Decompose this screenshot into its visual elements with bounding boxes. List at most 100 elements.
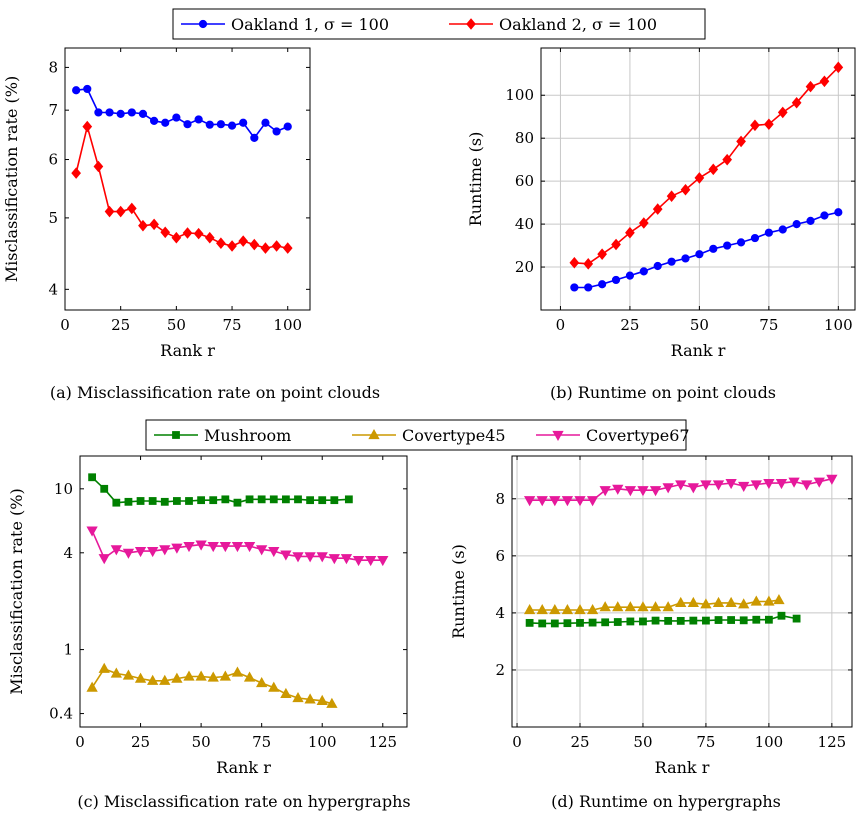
data-point xyxy=(676,616,685,625)
data-point xyxy=(736,238,746,247)
y-tick-label: 4 xyxy=(63,544,73,562)
x-tick-label: 50 xyxy=(633,733,652,751)
data-point xyxy=(138,219,148,232)
data-point xyxy=(792,614,801,623)
data-point xyxy=(239,118,248,127)
data-point xyxy=(612,484,624,495)
data-point xyxy=(100,484,109,493)
data-point xyxy=(819,75,830,88)
x-tick-label: 125 xyxy=(368,733,397,751)
x-tick-label: 0 xyxy=(75,733,85,751)
x-tick-label: 0 xyxy=(556,316,566,334)
y-tick-label: 7 xyxy=(48,101,58,119)
data-point xyxy=(694,172,705,184)
y-tick-label: 5 xyxy=(48,209,58,227)
data-point xyxy=(667,257,676,266)
data-point xyxy=(722,153,733,166)
data-point xyxy=(281,495,290,504)
data-point xyxy=(306,496,315,505)
data-point xyxy=(764,228,773,237)
series-line xyxy=(574,66,839,265)
data-point xyxy=(574,604,586,615)
data-point xyxy=(826,474,838,485)
data-point xyxy=(598,280,607,289)
x-axis-label: Rank r xyxy=(655,758,710,777)
data-point xyxy=(700,598,712,609)
data-point xyxy=(712,480,725,491)
data-point xyxy=(352,556,365,567)
data-point xyxy=(675,480,687,491)
data-point xyxy=(652,203,663,215)
legend-marker xyxy=(368,428,380,440)
x-axis-label: Rank r xyxy=(160,341,215,360)
y-tick-label: 0.4 xyxy=(49,705,73,723)
data-point xyxy=(185,497,193,505)
plot-frame xyxy=(540,47,856,311)
data-point xyxy=(764,615,773,624)
data-point xyxy=(689,616,698,625)
data-point xyxy=(304,552,316,563)
data-point xyxy=(204,231,215,244)
data-point xyxy=(624,601,637,612)
data-point xyxy=(243,671,256,682)
plot-frame xyxy=(64,47,311,311)
legend-1: Oakland 1, σ = 100 Oakland 2, σ = 100 xyxy=(172,8,706,40)
data-point xyxy=(256,676,268,688)
series-line xyxy=(91,476,349,504)
legend-entry-mushroom: Mushroom xyxy=(154,426,291,445)
series-covertype67 xyxy=(523,474,838,507)
legend-entry-oakland-2-sigma-100: Oakland 2, σ = 100 xyxy=(449,15,657,34)
data-point xyxy=(216,237,226,249)
data-point xyxy=(725,479,737,490)
data-point xyxy=(330,496,339,505)
data-point xyxy=(653,261,662,271)
data-point xyxy=(584,283,593,292)
data-point xyxy=(624,486,637,497)
data-point xyxy=(283,122,292,131)
data-point xyxy=(833,61,844,74)
data-point xyxy=(227,121,237,130)
figure-caption: (d) Runtime on hypergraphs xyxy=(551,792,781,811)
data-point xyxy=(221,495,230,504)
data-point xyxy=(775,479,788,490)
data-point xyxy=(750,595,762,606)
series-covertype67 xyxy=(86,526,389,567)
data-point xyxy=(536,496,548,507)
legend-label: Mushroom xyxy=(204,426,291,445)
figure-caption: (b) Runtime on point clouds xyxy=(550,383,776,402)
data-point xyxy=(207,542,219,553)
data-point xyxy=(219,670,231,681)
y-tick-label: 8 xyxy=(495,490,505,508)
data-point xyxy=(625,226,635,239)
x-tick-label: 125 xyxy=(818,733,847,751)
series-covertype45 xyxy=(523,594,785,615)
data-point xyxy=(148,497,157,505)
y-tick-label: 10 xyxy=(54,480,73,498)
legend-label: Covertype45 xyxy=(402,426,506,445)
y-tick-label: 80 xyxy=(515,129,534,147)
legend-marker xyxy=(172,431,180,439)
data-point xyxy=(625,271,635,280)
data-point xyxy=(586,604,599,615)
data-point xyxy=(680,183,691,196)
series-mushroom xyxy=(88,473,353,507)
data-point xyxy=(82,120,93,133)
data-point xyxy=(662,483,674,494)
y-tick-label: 4 xyxy=(495,604,505,622)
data-point xyxy=(271,240,282,252)
series-covertype45 xyxy=(86,662,338,708)
data-point xyxy=(750,233,760,243)
data-point xyxy=(261,118,270,127)
data-point xyxy=(778,225,787,234)
y-tick-label: 60 xyxy=(515,172,534,190)
series-oakland-2-sigma-100 xyxy=(569,61,844,270)
x-axis-label: Rank r xyxy=(216,758,271,777)
data-point xyxy=(536,604,548,615)
legend-label: Oakland 1, σ = 100 xyxy=(231,15,389,34)
data-point xyxy=(245,495,254,504)
data-point xyxy=(550,619,559,628)
data-point xyxy=(282,242,293,254)
legend-label: Covertype67 xyxy=(586,426,690,445)
data-point xyxy=(134,546,147,558)
